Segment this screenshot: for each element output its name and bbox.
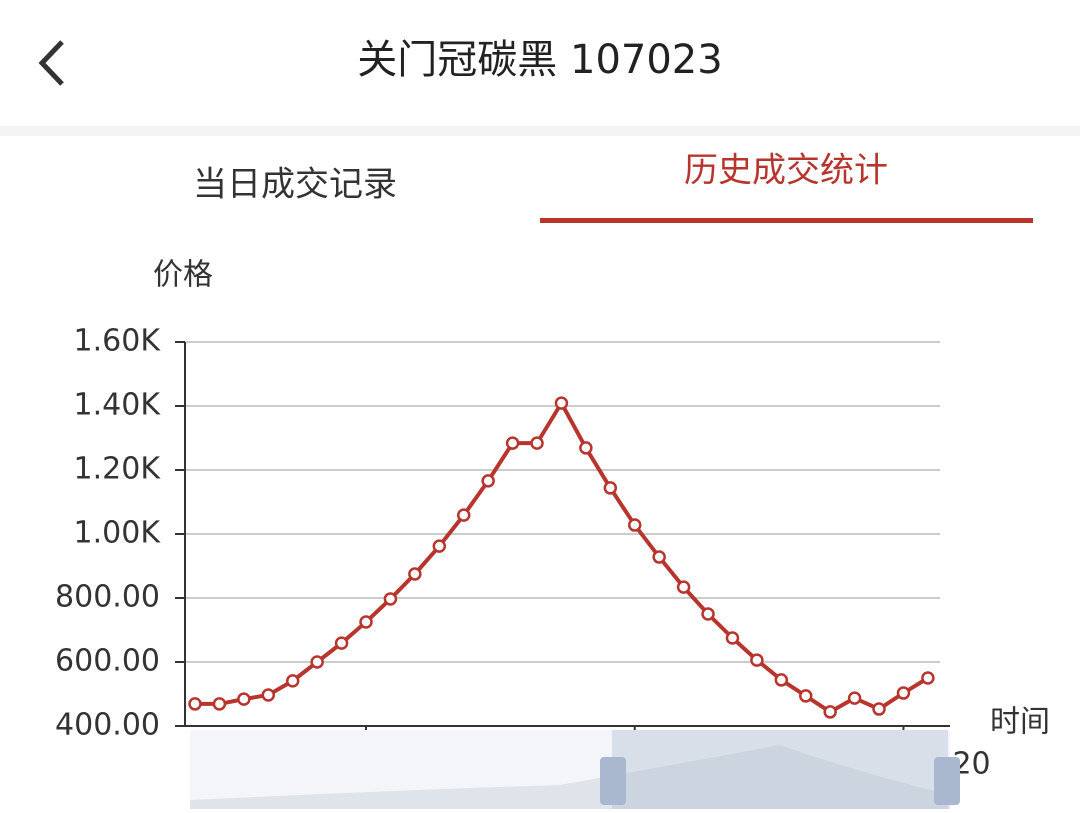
y-tick-label: 1.40K xyxy=(74,388,162,423)
point xyxy=(652,550,666,564)
point xyxy=(310,655,324,669)
point xyxy=(334,636,349,650)
y-tick-label: 600.00 xyxy=(55,644,160,679)
point xyxy=(530,436,544,450)
tab[interactable]: 当日成交记录 xyxy=(193,165,397,205)
point xyxy=(505,436,520,450)
point xyxy=(676,580,691,594)
x-axis-label: 时间 xyxy=(990,705,1050,740)
back-button[interactable] xyxy=(38,40,64,86)
point xyxy=(603,481,618,495)
y-tick-label: 1.60K xyxy=(74,324,162,359)
point xyxy=(627,518,642,532)
point xyxy=(212,697,227,711)
point xyxy=(383,592,398,606)
point xyxy=(750,653,764,667)
point xyxy=(237,692,251,706)
point xyxy=(432,539,447,553)
y-tick-label: 1.20K xyxy=(74,452,162,487)
plot: 400.00600.00800.001.00K1.20K1.40K1.60K20… xyxy=(55,324,991,782)
point xyxy=(554,396,569,410)
point xyxy=(456,508,471,522)
divider xyxy=(0,126,1080,136)
zoom-handle[interactable] xyxy=(934,757,960,805)
point xyxy=(408,567,422,581)
point xyxy=(481,474,495,488)
page-title: 关门冠碳黑 107023 xyxy=(357,37,722,83)
zoom-preview xyxy=(190,745,950,809)
zoom-handle[interactable] xyxy=(600,757,626,805)
tab-active[interactable]: 历史成交统计 xyxy=(684,151,888,191)
y-axis-label: 价格 xyxy=(153,258,213,293)
tab-underline xyxy=(540,218,1033,223)
y-tick-label: 800.00 xyxy=(55,580,160,615)
point xyxy=(847,691,862,705)
point xyxy=(261,688,276,702)
y-tick-label: 1.00K xyxy=(74,516,162,551)
point xyxy=(872,702,886,716)
point xyxy=(359,615,373,629)
point xyxy=(921,671,935,685)
point xyxy=(799,689,813,703)
point xyxy=(823,705,837,719)
point xyxy=(188,697,202,711)
y-tick-label: 400.00 xyxy=(55,708,160,743)
point xyxy=(701,607,715,621)
point xyxy=(285,674,300,688)
point xyxy=(579,441,593,455)
price-line xyxy=(195,401,929,714)
point xyxy=(896,686,911,700)
point xyxy=(774,673,789,687)
point xyxy=(725,631,740,645)
zoom-window[interactable] xyxy=(612,730,948,809)
